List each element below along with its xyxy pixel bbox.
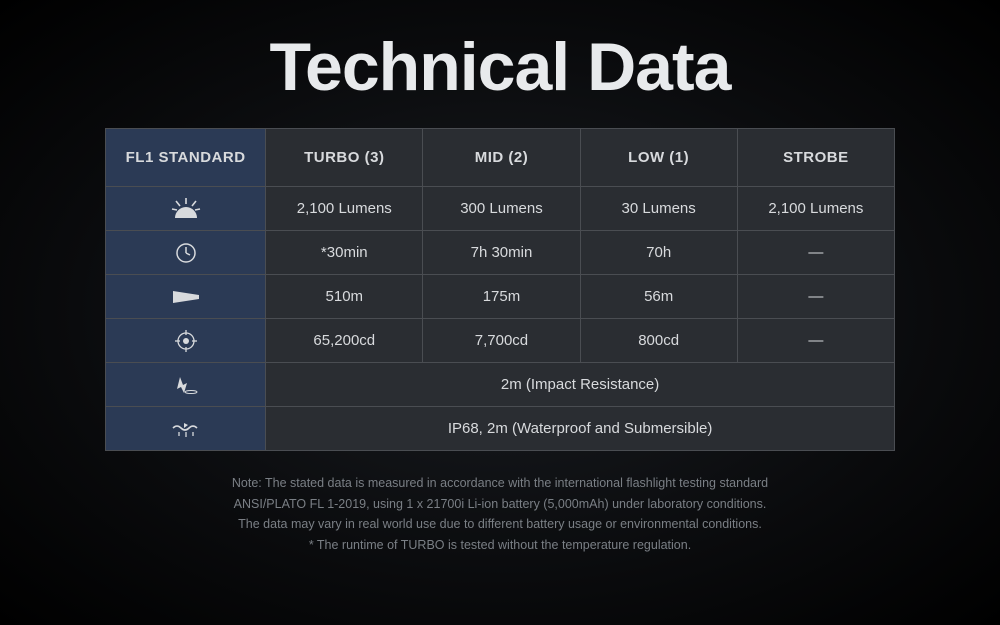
- cell-output-mid: 300 Lumens: [423, 187, 580, 231]
- footnote: Note: The stated data is measured in acc…: [105, 473, 895, 556]
- note-line-2: ANSI/PLATO FL 1-2019, using 1 x 21700i L…: [105, 494, 895, 515]
- col-header-standard: FL1 STANDARD: [106, 129, 266, 187]
- cell-intensity-strobe: —: [737, 319, 894, 363]
- cell-distance-turbo: 510m: [266, 275, 423, 319]
- note-line-1: Note: The stated data is measured in acc…: [105, 473, 895, 494]
- clock-icon: [106, 231, 266, 275]
- col-header-turbo: TURBO (3): [266, 129, 423, 187]
- col-header-mid: MID (2): [423, 129, 580, 187]
- cell-distance-mid: 175m: [423, 275, 580, 319]
- spec-table: FL1 STANDARD TURBO (3) MID (2) LOW (1) S…: [105, 128, 895, 451]
- beam-icon: [106, 275, 266, 319]
- row-output: 2,100 Lumens 300 Lumens 30 Lumens 2,100 …: [106, 187, 895, 231]
- cell-intensity-mid: 7,700cd: [423, 319, 580, 363]
- cell-output-low: 30 Lumens: [580, 187, 737, 231]
- cell-waterproof-merged: IP68, 2m (Waterproof and Submersible): [266, 407, 895, 451]
- row-distance: 510m 175m 56m —: [106, 275, 895, 319]
- sunburst-icon: [106, 187, 266, 231]
- target-icon: [106, 319, 266, 363]
- waterproof-icon: [106, 407, 266, 451]
- row-waterproof: IP68, 2m (Waterproof and Submersible): [106, 407, 895, 451]
- cell-runtime-strobe: —: [737, 231, 894, 275]
- row-intensity: 65,200cd 7,700cd 800cd —: [106, 319, 895, 363]
- cell-output-turbo: 2,100 Lumens: [266, 187, 423, 231]
- note-line-3: The data may vary in real world use due …: [105, 514, 895, 535]
- row-runtime: *30min 7h 30min 70h —: [106, 231, 895, 275]
- cell-runtime-low: 70h: [580, 231, 737, 275]
- cell-runtime-mid: 7h 30min: [423, 231, 580, 275]
- note-line-4: * The runtime of TURBO is tested without…: [105, 535, 895, 556]
- col-header-strobe: STROBE: [737, 129, 894, 187]
- cell-distance-strobe: —: [737, 275, 894, 319]
- cell-runtime-turbo: *30min: [266, 231, 423, 275]
- table-header-row: FL1 STANDARD TURBO (3) MID (2) LOW (1) S…: [106, 129, 895, 187]
- page-title: Technical Data: [270, 28, 731, 106]
- row-impact: 2m (Impact Resistance): [106, 363, 895, 407]
- impact-icon: [106, 363, 266, 407]
- cell-impact-merged: 2m (Impact Resistance): [266, 363, 895, 407]
- cell-output-strobe: 2,100 Lumens: [737, 187, 894, 231]
- col-header-low: LOW (1): [580, 129, 737, 187]
- cell-intensity-turbo: 65,200cd: [266, 319, 423, 363]
- cell-intensity-low: 800cd: [580, 319, 737, 363]
- cell-distance-low: 56m: [580, 275, 737, 319]
